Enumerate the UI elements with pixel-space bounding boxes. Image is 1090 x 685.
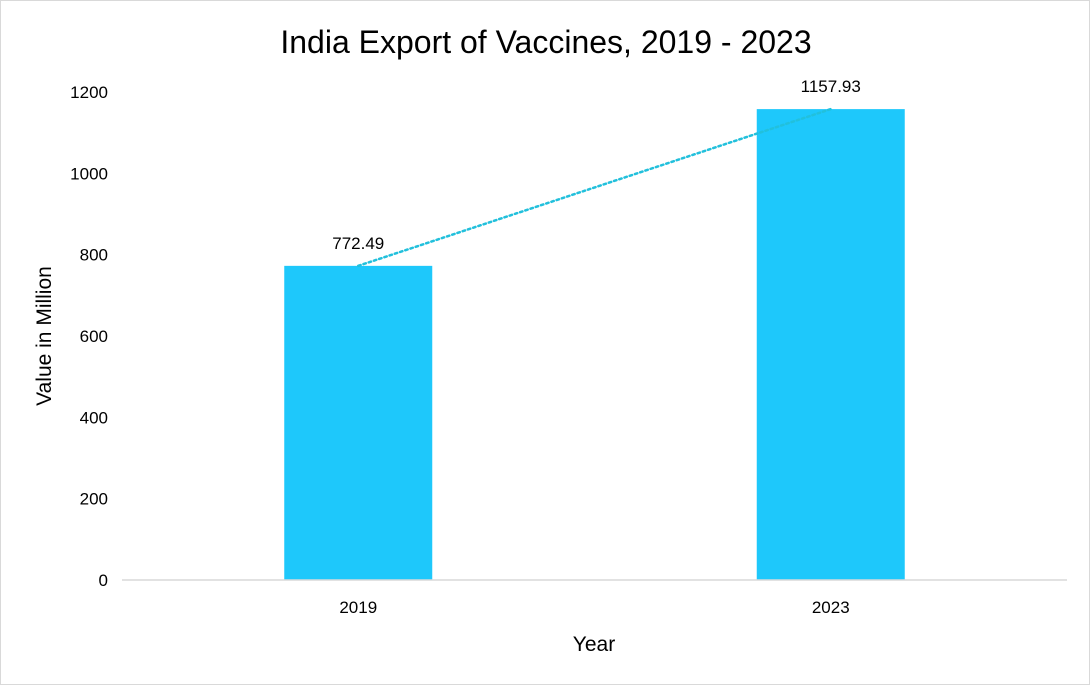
- chart-title: India Export of Vaccines, 2019 - 2023: [280, 24, 811, 60]
- y-tick-label: 800: [80, 246, 108, 265]
- y-axis-title: Value in Million: [33, 266, 56, 406]
- x-tick-label: 2023: [812, 598, 850, 617]
- x-tick-label: 2019: [339, 598, 377, 617]
- bars-group: [284, 109, 905, 581]
- y-tick-label: 1200: [70, 83, 108, 102]
- y-tick-label: 600: [80, 327, 108, 346]
- bar: [284, 265, 433, 580]
- y-tick-label: 0: [99, 571, 108, 590]
- y-axis-ticks: 0 200 400 600 800 1000 1200: [70, 83, 108, 590]
- y-tick-label: 400: [80, 408, 108, 427]
- y-tick-label: 200: [80, 490, 108, 509]
- bar: [756, 109, 905, 581]
- x-axis-ticks: 2019 2023: [339, 598, 849, 617]
- y-tick-label: 1000: [70, 164, 108, 183]
- data-label: 1157.93: [801, 77, 861, 96]
- data-label: 772.49: [332, 234, 384, 253]
- x-axis-title: Year: [573, 633, 615, 656]
- trendline: [357, 107, 832, 268]
- data-labels: 772.49 1157.93: [332, 77, 861, 253]
